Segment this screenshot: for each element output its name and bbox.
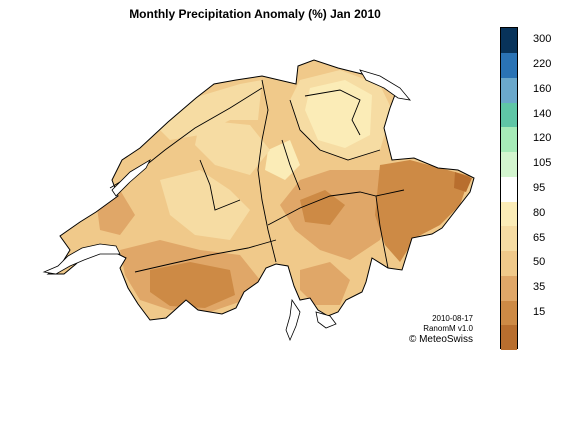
anomaly-region-0-15 <box>454 172 472 192</box>
legend-label: 300 <box>533 33 552 46</box>
anomaly-region-35-50 <box>300 262 350 305</box>
credit-org: © MeteoSwiss <box>408 334 473 345</box>
legend-swatch <box>501 250 517 276</box>
map-title: Monthly Precipitation Anomaly (%) Jan 20… <box>129 7 381 21</box>
anomaly-region-80-95 <box>305 80 372 148</box>
legend-swatch <box>501 201 517 227</box>
legend-label: 105 <box>533 157 552 170</box>
legend-label: 140 <box>533 107 552 120</box>
legend-swatch <box>501 151 517 177</box>
anomaly-region-65-80 <box>160 170 250 240</box>
anomaly-region-65-80 <box>150 80 262 140</box>
lake-maggiore <box>285 298 301 342</box>
legend-swatch <box>501 52 517 78</box>
legend-swatch <box>501 300 517 326</box>
color-legend <box>500 27 518 351</box>
anomaly-region-15-35 <box>150 262 235 308</box>
legend-swatch <box>501 102 517 128</box>
legend-swatch <box>501 275 517 301</box>
legend-label: 120 <box>533 132 552 145</box>
legend-swatch <box>501 28 517 53</box>
legend-swatch <box>501 176 517 202</box>
anomaly-region-15-35 <box>375 160 470 262</box>
lake-lugano <box>315 311 337 329</box>
legend-label: 160 <box>533 82 552 95</box>
lake-geneva <box>42 243 121 275</box>
lake-neuchatel <box>111 158 151 197</box>
credit-date: 2010-08-17 <box>432 314 473 323</box>
legend-label: 95 <box>533 182 546 194</box>
legend-swatch <box>501 127 517 153</box>
credit-product: RanomM v1.0 <box>423 324 473 333</box>
anomaly-region-65-80 <box>195 120 270 175</box>
legend-label: 80 <box>533 206 546 219</box>
legend-label: 50 <box>533 256 546 269</box>
legend-label: 220 <box>533 58 552 71</box>
legend-swatch <box>501 226 517 252</box>
anomaly-region-80-95 <box>265 140 300 180</box>
legend-swatch <box>501 77 517 103</box>
legend-label: 65 <box>533 231 546 244</box>
national-border <box>46 59 475 321</box>
anomaly-region-15-35 <box>300 190 345 225</box>
legend-swatch <box>501 325 517 351</box>
legend-label: 35 <box>533 281 546 294</box>
legend-label: 15 <box>533 305 546 318</box>
lake-constance <box>359 69 411 101</box>
